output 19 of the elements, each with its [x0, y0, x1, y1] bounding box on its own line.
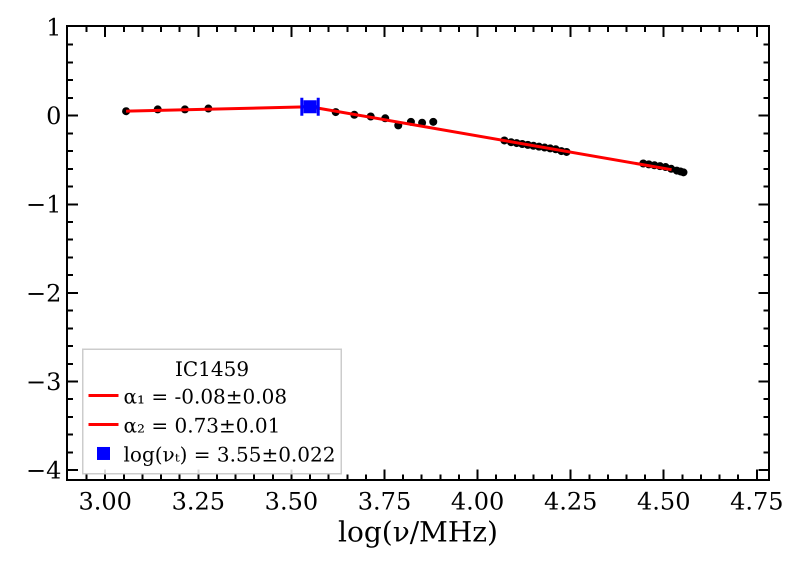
x-tick-label: 4.50 — [637, 488, 690, 516]
legend-title: IC1459 — [174, 356, 250, 381]
x-axis-title: log(ν/MHz) — [338, 516, 498, 549]
y-tick-label: −1 — [26, 190, 62, 219]
y-tick-label: 0 — [46, 102, 62, 130]
x-tick-label: 4.00 — [450, 488, 504, 516]
y-tick-label: 1 — [46, 13, 62, 42]
y-tick-label: −2 — [26, 279, 62, 308]
x-tick-label: 3.00 — [78, 488, 132, 516]
y-tick-label: −4 — [26, 456, 62, 485]
x-tick-label: 4.25 — [544, 488, 598, 516]
legend-label: log(νₜ) = 3.55±0.022 — [124, 442, 336, 466]
legend-label: α₂ = 0.73±0.01 — [124, 413, 280, 438]
x-tick-label: 3.50 — [264, 488, 318, 516]
x-tick-label: 4.75 — [730, 488, 784, 516]
x-tick-label: 3.25 — [172, 488, 226, 516]
legend-label: α₁ = -0.08±0.08 — [124, 384, 288, 408]
x-tick-label: 3.75 — [358, 488, 412, 516]
y-tick-label: −3 — [26, 368, 62, 396]
